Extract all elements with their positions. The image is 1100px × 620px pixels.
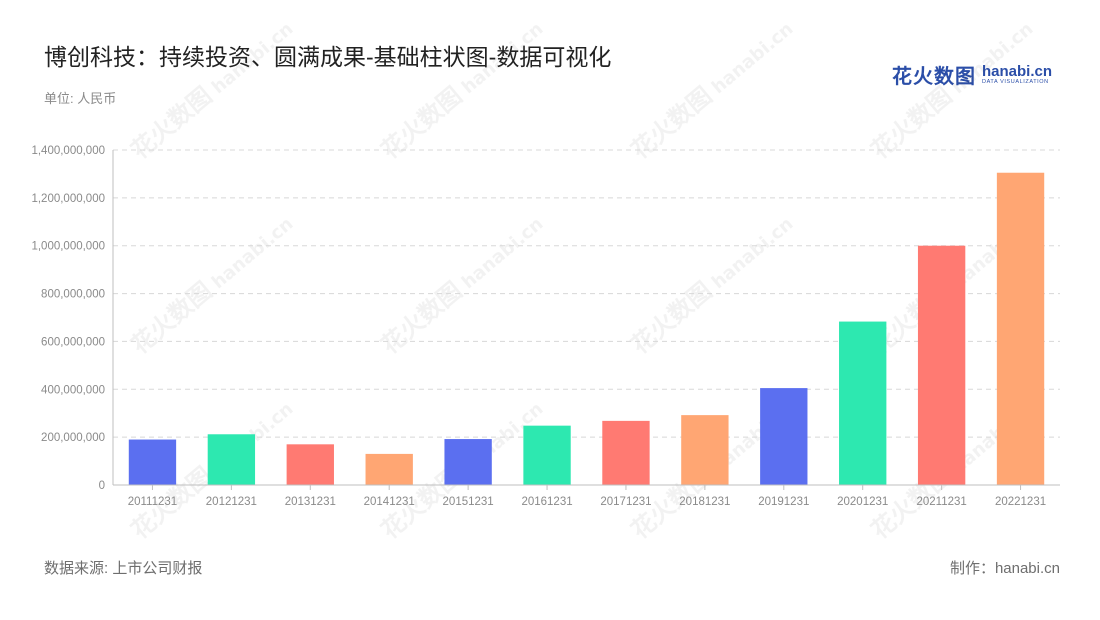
bar bbox=[760, 388, 808, 485]
watermark-en: hanabi.cn bbox=[948, 18, 1038, 98]
y-tick-label: 0 bbox=[99, 480, 105, 492]
bar bbox=[286, 444, 334, 485]
watermark-cn: 花火数图 bbox=[866, 81, 958, 164]
brand-logo: 花火数图 hanabi.cn DATA VISUALIZATION bbox=[892, 60, 1052, 89]
x-tick-label: 20141231 bbox=[364, 496, 415, 508]
y-tick-label: 1,200,000,000 bbox=[31, 193, 105, 205]
watermark-en: hanabi.cn bbox=[458, 213, 548, 293]
x-tick-label: 20221231 bbox=[995, 496, 1046, 508]
bars bbox=[128, 172, 1045, 485]
bar bbox=[681, 415, 729, 485]
x-tick-label: 20191231 bbox=[758, 496, 809, 508]
watermark-en: hanabi.cn bbox=[208, 18, 298, 98]
watermark-en: hanabi.cn bbox=[708, 18, 798, 98]
y-tick-label: 600,000,000 bbox=[41, 336, 105, 348]
watermark-en: hanabi.cn bbox=[458, 18, 548, 98]
x-tick-label: 20151231 bbox=[443, 496, 494, 508]
watermark-layer: 花火数图hanabi.cn花火数图hanabi.cn花火数图hanabi.cn花… bbox=[126, 18, 1038, 544]
watermark-cn: 花火数图 bbox=[376, 276, 468, 359]
y-tick-label: 800,000,000 bbox=[41, 289, 105, 301]
x-tick-label: 20171231 bbox=[600, 496, 651, 508]
x-tick-label: 20121231 bbox=[206, 496, 257, 508]
logo-en-block: hanabi.cn DATA VISUALIZATION bbox=[982, 64, 1052, 86]
bar bbox=[602, 420, 650, 485]
unit-label: 单位: 人民币 bbox=[44, 91, 117, 106]
bar bbox=[365, 453, 413, 485]
maker-credit: 制作：hanabi.cn bbox=[949, 560, 1060, 577]
grid-lines bbox=[113, 149, 1060, 438]
bar bbox=[917, 245, 966, 485]
watermark-cn: 花火数图 bbox=[126, 276, 218, 359]
logo-en-text: hanabi.cn bbox=[982, 62, 1053, 80]
logo-en-subtext: DATA VISUALIZATION bbox=[982, 78, 1049, 85]
x-tick-label: 20201231 bbox=[837, 496, 888, 508]
data-source: 数据来源: 上市公司财报 bbox=[44, 560, 203, 577]
watermark-cn: 花火数图 bbox=[126, 81, 218, 164]
watermark-cn: 花火数图 bbox=[626, 276, 718, 359]
bar bbox=[444, 439, 492, 485]
bar bbox=[996, 172, 1045, 485]
x-tick-label: 20181231 bbox=[679, 496, 730, 508]
bar bbox=[839, 321, 887, 485]
watermark-cn: 花火数图 bbox=[376, 81, 468, 164]
x-tick-label: 20211231 bbox=[916, 496, 966, 508]
x-tick-label: 20131231 bbox=[285, 496, 336, 508]
bar bbox=[207, 434, 256, 485]
bar bbox=[128, 439, 177, 485]
watermark-en: hanabi.cn bbox=[208, 213, 298, 293]
x-tick-label: 20111231 bbox=[128, 496, 177, 508]
chart-title: 博创科技：持续投资、圆满成果-基础柱状图-数据可视化 bbox=[44, 44, 612, 70]
watermark-cn: 花火数图 bbox=[626, 81, 718, 164]
x-tick-label: 20161231 bbox=[521, 496, 572, 508]
x-axis: 20111231 20121231 20131231 20141231 20151231… bbox=[113, 484, 1060, 508]
watermark-en: hanabi.cn bbox=[708, 213, 798, 293]
y-tick-label: 1,400,000,000 bbox=[31, 145, 105, 157]
y-tick-label: 200,000,000 bbox=[41, 432, 105, 444]
bar bbox=[523, 425, 571, 485]
logo-cn-text: 花火数图 bbox=[892, 66, 976, 88]
y-tick-label: 400,000,000 bbox=[41, 384, 105, 396]
y-axis: 0 200,000,000 400,000,000 600,000,000 800,00… bbox=[31, 145, 114, 492]
y-tick-label: 1,000,000,000 bbox=[31, 241, 105, 253]
